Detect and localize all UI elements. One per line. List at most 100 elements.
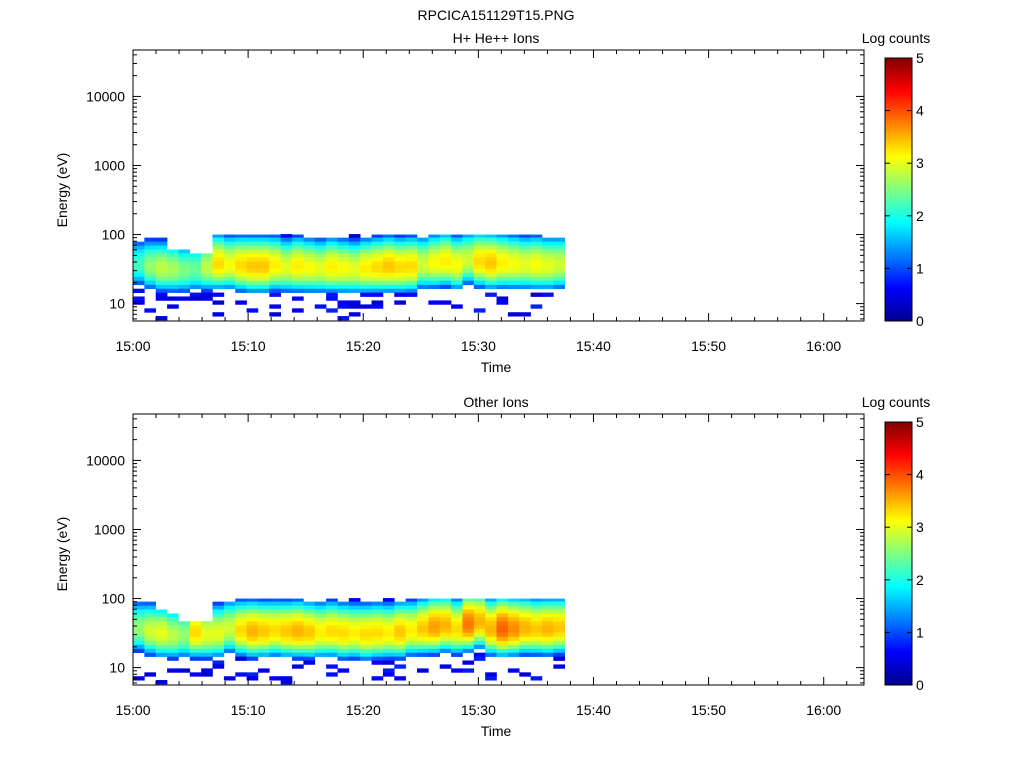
spectrogram-cell bbox=[405, 268, 418, 274]
spectrogram-cell bbox=[405, 598, 418, 602]
spectrogram-cell bbox=[462, 648, 475, 654]
spectrogram-cell bbox=[257, 652, 270, 657]
spectrogram-cell bbox=[292, 598, 304, 602]
spectrogram-cell bbox=[553, 245, 565, 250]
spectrogram-cell bbox=[223, 676, 236, 681]
spectrogram-cell bbox=[235, 640, 247, 646]
spectrogram-cell bbox=[462, 276, 475, 282]
spectrogram-cell bbox=[155, 640, 168, 646]
spectrogram-cell bbox=[167, 621, 179, 626]
spectrogram-cell bbox=[473, 257, 486, 262]
spectrogram-cell bbox=[167, 613, 179, 618]
spectrogram-cell bbox=[178, 276, 191, 282]
spectrogram-cell bbox=[394, 234, 406, 238]
spectrogram-cell bbox=[553, 257, 565, 262]
spectrogram-cell bbox=[530, 304, 543, 309]
spectrogram-cell bbox=[530, 648, 543, 654]
spectrogram-cell bbox=[451, 265, 463, 270]
spectrogram-cell bbox=[167, 276, 179, 282]
spectrogram-cell bbox=[280, 613, 293, 618]
spectrogram-cell bbox=[530, 265, 543, 270]
spectrogram-cell bbox=[417, 609, 429, 614]
x-tick-label: 15:00 bbox=[115, 702, 150, 718]
spectrogram-cell bbox=[292, 296, 304, 301]
spectrogram-cell bbox=[257, 265, 270, 270]
spectrogram-cell bbox=[280, 598, 293, 602]
spectrogram-cell bbox=[394, 625, 406, 630]
spectrogram-cell bbox=[223, 272, 236, 278]
spectrogram-cell bbox=[519, 625, 531, 630]
spectrogram-cell bbox=[360, 268, 372, 274]
spectrogram-cell bbox=[235, 249, 247, 254]
spectrogram-cell bbox=[133, 601, 145, 606]
spectrogram-cell bbox=[246, 276, 259, 282]
spectrogram-cell bbox=[462, 644, 475, 650]
spectrogram-cell bbox=[360, 640, 372, 646]
spectrogram-cell bbox=[507, 632, 520, 638]
spectrogram-cell bbox=[382, 636, 395, 642]
spectrogram-cell bbox=[485, 272, 497, 278]
spectrogram-cell bbox=[326, 237, 338, 242]
spectrogram-cell bbox=[382, 272, 395, 278]
spectrogram-cell bbox=[439, 272, 452, 278]
colorbar-tick-label: 2 bbox=[916, 208, 924, 224]
spectrogram-cell bbox=[201, 625, 213, 630]
spectrogram-cell bbox=[155, 644, 168, 650]
spectrogram-cell bbox=[292, 241, 304, 246]
spectrogram-cell bbox=[382, 234, 395, 238]
spectrogram-cell bbox=[269, 312, 281, 317]
spectrogram-cell bbox=[144, 672, 157, 677]
spectrogram-cell bbox=[541, 245, 554, 250]
spectrogram-cell bbox=[360, 280, 372, 286]
spectrogram-cell bbox=[212, 276, 225, 282]
spectrogram-cell bbox=[246, 234, 259, 238]
spectrogram-cell bbox=[235, 288, 247, 293]
spectrogram-cell bbox=[337, 241, 350, 246]
spectrogram-cell bbox=[201, 672, 213, 677]
spectrogram-cell bbox=[257, 245, 270, 250]
spectrogram-cell bbox=[155, 621, 168, 626]
spectrogram-cell bbox=[189, 644, 202, 650]
spectrogram-cell bbox=[348, 268, 361, 274]
spectrogram-cell bbox=[553, 241, 565, 246]
spectrogram-cell bbox=[326, 672, 338, 677]
spectrogram-cell bbox=[292, 249, 304, 254]
spectrogram-cell bbox=[144, 253, 157, 258]
spectrogram-cell bbox=[235, 280, 247, 286]
spectrogram-cell bbox=[496, 598, 509, 602]
spectrogram-cell bbox=[246, 245, 259, 250]
spectrogram-cell bbox=[167, 625, 179, 630]
spectrogram-cell bbox=[326, 265, 338, 270]
spectrogram-cell bbox=[394, 284, 406, 290]
spectrogram-cell bbox=[314, 605, 327, 610]
spectrogram-cell bbox=[246, 629, 259, 634]
spectrogram-cell bbox=[541, 280, 554, 286]
spectrogram-cell bbox=[212, 234, 225, 238]
spectrogram-cell bbox=[280, 617, 293, 622]
spectrogram-cell bbox=[223, 609, 236, 614]
spectrogram-cell bbox=[257, 601, 270, 606]
spectrogram-cell bbox=[428, 640, 441, 646]
spectrogram-cell bbox=[394, 261, 406, 266]
spectrogram-cell bbox=[428, 241, 441, 246]
spectrogram-cell bbox=[473, 656, 486, 661]
spectrogram-cell bbox=[417, 268, 429, 274]
spectrogram-cell bbox=[541, 265, 554, 270]
y-tick-label: 100 bbox=[102, 591, 126, 607]
spectrogram-cell bbox=[246, 636, 259, 642]
spectrogram-cell bbox=[507, 629, 520, 634]
spectrogram-cell bbox=[360, 265, 372, 270]
spectrogram-cell bbox=[496, 272, 509, 278]
spectrogram-cell bbox=[428, 284, 441, 290]
spectrogram-cell bbox=[541, 632, 554, 638]
spectrogram-cell bbox=[235, 272, 247, 278]
spectrogram-cell bbox=[439, 268, 452, 274]
panel-h-he-ions: H+ He++ Ions Energy (eV) Time 15:00 15:10… bbox=[54, 30, 930, 375]
spectrogram-cell bbox=[292, 625, 304, 630]
spectrogram-cell bbox=[280, 234, 293, 239]
spectrogram-cell bbox=[326, 308, 338, 313]
spectrogram-cell bbox=[405, 245, 418, 250]
spectrogram-cell bbox=[189, 672, 202, 677]
spectrogram-cell bbox=[257, 648, 270, 654]
figure-title: RPCICA151129T15.PNG bbox=[418, 7, 575, 23]
